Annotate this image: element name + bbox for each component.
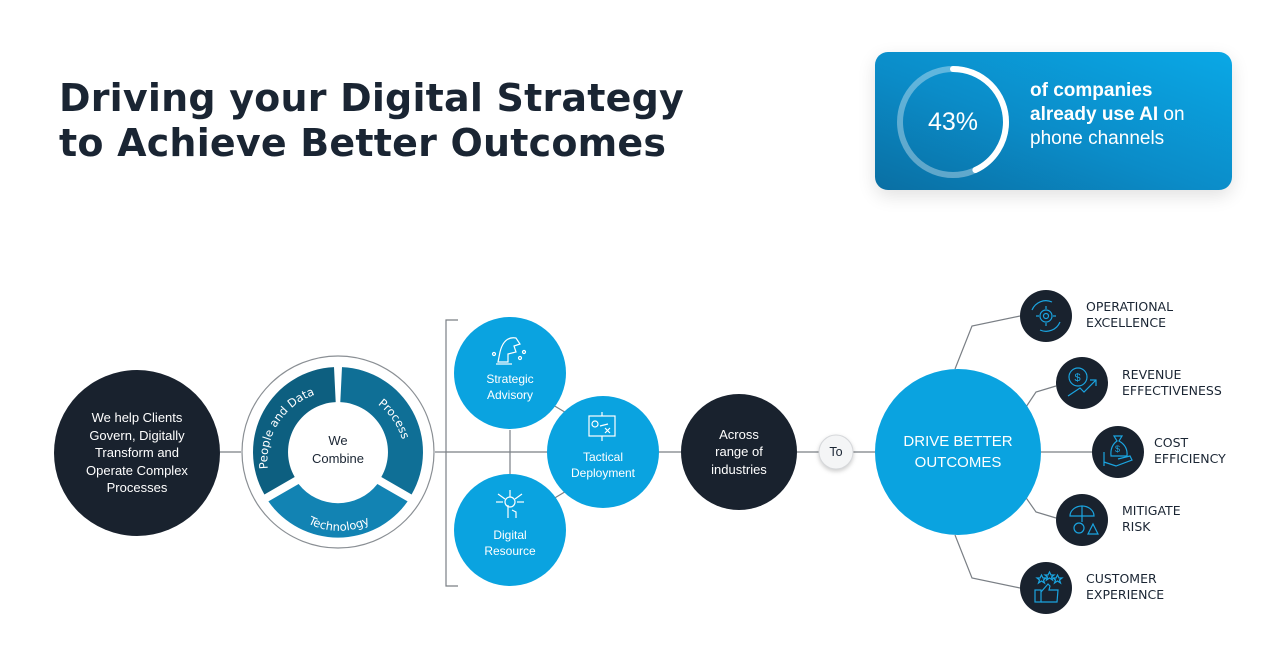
presentation-board-icon	[588, 412, 616, 441]
operational-line-2: EXCELLENCE	[1086, 315, 1166, 330]
to-label: To	[829, 445, 843, 459]
digital-label-2: Resource	[484, 544, 536, 558]
stat-card: 43% of companies already use AI on phone…	[875, 52, 1232, 190]
industries-node-text: Across range of industries	[691, 425, 787, 479]
outcome-label-operational: OPERATIONAL EXCELLENCE	[1086, 299, 1173, 331]
customer-line-1: CUSTOMER	[1086, 571, 1157, 586]
title-line-1: Driving your Digital Strategy	[59, 76, 684, 120]
stat-line-1: of companies	[1030, 80, 1153, 101]
risk-line-1: MITIGATE	[1122, 503, 1181, 518]
intro-line-4: Operate Complex	[86, 462, 188, 478]
combine-label-2: Combine	[311, 451, 365, 466]
industries-line-2: range of	[715, 444, 763, 460]
intro-node	[54, 370, 220, 536]
stat-line-2-bold: already use AI	[1030, 104, 1159, 125]
segment-people-data	[253, 367, 336, 495]
dollar-growth-icon: $	[1067, 367, 1097, 397]
svg-text:$: $	[1075, 372, 1081, 384]
stat-line-3: phone channels	[1030, 128, 1165, 149]
service-digital-resource	[454, 474, 566, 586]
touch-network-icon	[496, 490, 524, 518]
industries-node	[681, 394, 797, 510]
page-title: Driving your Digital Strategy to Achieve…	[59, 76, 684, 166]
tactical-label-2: Deployment	[570, 466, 636, 480]
service-label-digital: Digital Resource	[460, 526, 560, 560]
to-connector	[818, 434, 854, 470]
revenue-line-2: EFFECTIVENESS	[1122, 383, 1222, 398]
intro-node-text: We help Clients Govern, Digitally Transf…	[64, 400, 210, 506]
connector-lines	[220, 315, 1092, 589]
intro-line-3: Transform and	[94, 445, 180, 461]
segment-technology	[268, 484, 408, 538]
cost-line-2: EFFICIENCY	[1154, 451, 1226, 466]
intro-line-5: Processes	[106, 480, 168, 496]
chess-knight-icon	[491, 337, 527, 365]
gear-cycle-icon	[1031, 300, 1061, 332]
segment-label-technology: Technology	[306, 513, 372, 534]
industries-line-1: Across	[719, 426, 759, 442]
service-strategic-advisory	[454, 317, 566, 429]
risk-line-2: RISK	[1122, 519, 1151, 534]
money-bag-hand-icon: $	[1103, 435, 1133, 467]
thumbs-up-stars-icon	[1034, 570, 1064, 603]
outcome-circle-customer	[1020, 562, 1072, 614]
stat-line-2-regular: on	[1158, 104, 1185, 125]
intro-line-1: We help Clients	[91, 410, 183, 426]
operational-line-1: OPERATIONAL	[1086, 299, 1174, 314]
service-label-strategic: Strategic Advisory	[460, 370, 560, 404]
stat-description: of companies already use AI on phone cha…	[1030, 79, 1230, 151]
outcome-label-customer: CUSTOMER EXPERIENCE	[1086, 571, 1164, 603]
service-label-tactical: Tactical Deployment	[553, 448, 653, 482]
segment-process	[340, 367, 423, 495]
service-tactical-deployment	[547, 396, 659, 508]
combine-label-1: We	[328, 433, 348, 448]
strategic-label-2: Advisory	[486, 388, 533, 402]
svg-text:$: $	[1115, 444, 1120, 454]
revenue-line-1: REVENUE	[1122, 367, 1182, 382]
outcome-circle-cost	[1092, 426, 1144, 478]
umbrella-gear-icon	[1069, 505, 1099, 535]
intro-line-2: Govern, Digitally	[89, 427, 185, 443]
outcome-circle-revenue	[1056, 357, 1108, 409]
outcome-hub	[875, 369, 1041, 535]
hub-line-1: DRIVE BETTER	[903, 433, 1013, 450]
cost-line-1: COST	[1154, 435, 1189, 450]
hub-line-2: OUTCOMES	[914, 454, 1002, 471]
outcome-label-revenue: REVENUE EFFECTIVENESS	[1122, 367, 1222, 399]
outcome-circle-operational	[1020, 290, 1072, 342]
outcome-label-risk: MITIGATE RISK	[1122, 503, 1181, 535]
title-line-2: to Achieve Better Outcomes	[59, 121, 667, 165]
combine-center-text: We Combine	[298, 430, 378, 470]
tactical-label-1: Tactical	[582, 450, 623, 464]
outcome-label-cost: COST EFFICIENCY	[1154, 435, 1226, 467]
industries-line-3: industries	[711, 461, 767, 477]
customer-line-2: EXPERIENCE	[1086, 587, 1165, 602]
strategic-label-1: Strategic	[486, 372, 534, 386]
progress-ring	[897, 66, 1009, 178]
outcome-hub-text: DRIVE BETTER OUTCOMES	[885, 430, 1031, 474]
digital-label-1: Digital	[493, 528, 527, 542]
stat-value: 43%	[927, 107, 979, 136]
